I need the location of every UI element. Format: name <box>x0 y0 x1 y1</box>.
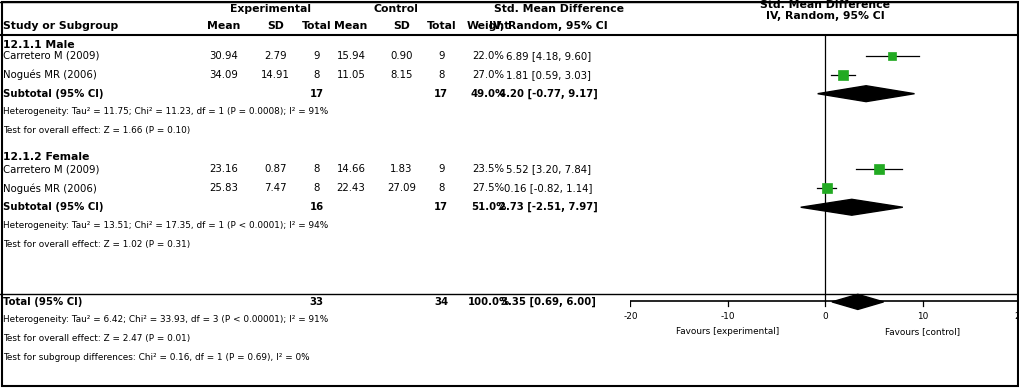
Text: Total: Total <box>426 21 455 31</box>
Text: -10: -10 <box>719 312 735 321</box>
Polygon shape <box>817 86 914 102</box>
Text: -20: -20 <box>623 312 637 321</box>
Text: Carretero M (2009): Carretero M (2009) <box>3 165 100 174</box>
Text: Total: Total <box>302 21 331 31</box>
Text: 5.52 [3.20, 7.84]: 5.52 [3.20, 7.84] <box>505 165 590 174</box>
Text: 27.5%: 27.5% <box>472 183 504 193</box>
Text: 15.94: 15.94 <box>336 51 365 61</box>
Text: 23.5%: 23.5% <box>472 165 504 174</box>
Text: 1.81 [0.59, 3.03]: 1.81 [0.59, 3.03] <box>505 70 590 80</box>
Text: 0: 0 <box>821 312 827 321</box>
Text: 12.1.2 Female: 12.1.2 Female <box>3 152 90 162</box>
Text: Nogués MR (2006): Nogués MR (2006) <box>3 69 97 80</box>
Text: Subtotal (95% CI): Subtotal (95% CI) <box>3 202 104 212</box>
Text: 10: 10 <box>916 312 927 321</box>
Text: 8: 8 <box>313 165 319 174</box>
Text: Favours [experimental]: Favours [experimental] <box>676 327 779 336</box>
Text: 8: 8 <box>313 183 319 193</box>
Text: Std. Mean Difference: Std. Mean Difference <box>494 5 624 14</box>
Text: 16: 16 <box>309 202 323 212</box>
Text: 22.0%: 22.0% <box>472 51 504 61</box>
Text: Mean: Mean <box>334 21 368 31</box>
Text: Carretero M (2009): Carretero M (2009) <box>3 51 100 61</box>
Text: 2.73 [-2.51, 7.97]: 2.73 [-2.51, 7.97] <box>498 202 597 212</box>
Text: 17: 17 <box>434 202 447 212</box>
Text: 0.16 [-0.82, 1.14]: 0.16 [-0.82, 1.14] <box>503 183 592 193</box>
Polygon shape <box>832 294 882 310</box>
Text: 9: 9 <box>437 165 444 174</box>
Text: 17: 17 <box>309 89 323 99</box>
Text: 0.90: 0.90 <box>390 51 413 61</box>
Text: 6.89 [4.18, 9.60]: 6.89 [4.18, 9.60] <box>505 51 590 61</box>
Text: 27.09: 27.09 <box>386 183 416 193</box>
Text: Nogués MR (2006): Nogués MR (2006) <box>3 183 97 194</box>
Text: 12.1.1 Male: 12.1.1 Male <box>3 40 74 50</box>
Text: 25.83: 25.83 <box>209 183 238 193</box>
Text: Test for overall effect: Z = 1.66 (P = 0.10): Test for overall effect: Z = 1.66 (P = 0… <box>3 126 191 135</box>
Text: 34: 34 <box>434 297 448 307</box>
Text: Total (95% CI): Total (95% CI) <box>3 297 83 307</box>
Text: 14.91: 14.91 <box>261 70 289 80</box>
Text: Subtotal (95% CI): Subtotal (95% CI) <box>3 89 104 99</box>
Text: Test for subgroup differences: Chi² = 0.16, df = 1 (P = 0.69), I² = 0%: Test for subgroup differences: Chi² = 0.… <box>3 353 310 362</box>
Text: Weight: Weight <box>467 21 510 31</box>
Text: Favours [control]: Favours [control] <box>884 327 959 336</box>
Text: Heterogeneity: Tau² = 11.75; Chi² = 11.23, df = 1 (P = 0.0008); I² = 91%: Heterogeneity: Tau² = 11.75; Chi² = 11.2… <box>3 107 328 116</box>
Text: 1.83: 1.83 <box>390 165 413 174</box>
Text: 11.05: 11.05 <box>336 70 365 80</box>
Text: 100.0%: 100.0% <box>467 297 510 307</box>
Text: IV, Random, 95% CI: IV, Random, 95% CI <box>765 10 883 21</box>
Text: 8: 8 <box>437 183 444 193</box>
Text: 51.0%: 51.0% <box>471 202 505 212</box>
Text: IV, Random, 95% CI: IV, Random, 95% CI <box>488 21 607 31</box>
Text: 17: 17 <box>434 89 447 99</box>
Text: 9: 9 <box>313 51 319 61</box>
Text: 8: 8 <box>437 70 444 80</box>
Text: Std. Mean Difference: Std. Mean Difference <box>759 0 890 10</box>
Text: 4.20 [-0.77, 9.17]: 4.20 [-0.77, 9.17] <box>498 88 597 99</box>
Polygon shape <box>800 199 902 215</box>
Text: 34.09: 34.09 <box>209 70 238 80</box>
Text: 20: 20 <box>1013 312 1019 321</box>
Text: 8.15: 8.15 <box>390 70 413 80</box>
Text: 0.87: 0.87 <box>264 165 286 174</box>
Text: Test for overall effect: Z = 1.02 (P = 0.31): Test for overall effect: Z = 1.02 (P = 0… <box>3 240 191 249</box>
Text: 8: 8 <box>313 70 319 80</box>
Text: Heterogeneity: Tau² = 6.42; Chi² = 33.93, df = 3 (P < 0.00001); I² = 91%: Heterogeneity: Tau² = 6.42; Chi² = 33.93… <box>3 315 328 324</box>
Text: Heterogeneity: Tau² = 13.51; Chi² = 17.35, df = 1 (P < 0.0001); I² = 94%: Heterogeneity: Tau² = 13.51; Chi² = 17.3… <box>3 221 328 230</box>
Text: 14.66: 14.66 <box>336 165 365 174</box>
Text: 49.0%: 49.0% <box>471 89 505 99</box>
Text: Test for overall effect: Z = 2.47 (P = 0.01): Test for overall effect: Z = 2.47 (P = 0… <box>3 334 191 343</box>
Text: 9: 9 <box>437 51 444 61</box>
Text: Control: Control <box>373 5 418 14</box>
Text: Study or Subgroup: Study or Subgroup <box>3 21 118 31</box>
Text: Experimental: Experimental <box>229 5 311 14</box>
Text: Mean: Mean <box>207 21 240 31</box>
Text: SD: SD <box>392 21 410 31</box>
Text: 7.47: 7.47 <box>264 183 286 193</box>
Text: 30.94: 30.94 <box>209 51 238 61</box>
Text: 3.35 [0.69, 6.00]: 3.35 [0.69, 6.00] <box>500 297 595 307</box>
Text: 27.0%: 27.0% <box>472 70 504 80</box>
Text: 33: 33 <box>309 297 323 307</box>
Text: 23.16: 23.16 <box>209 165 238 174</box>
Text: 2.79: 2.79 <box>264 51 286 61</box>
Text: SD: SD <box>267 21 283 31</box>
Text: 22.43: 22.43 <box>336 183 365 193</box>
